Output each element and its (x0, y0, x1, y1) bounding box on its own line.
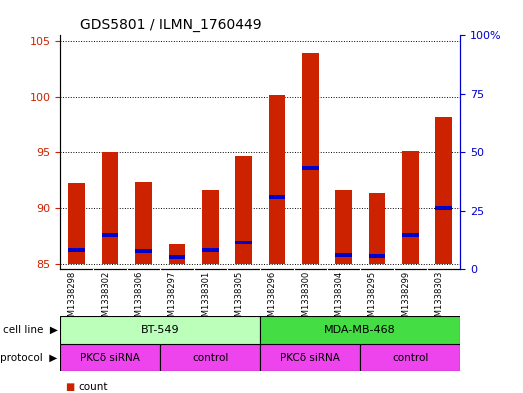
Bar (168, 244, 185, 264)
Bar (402, 233, 418, 237)
Bar (69, 184, 85, 264)
Bar (69, 248, 85, 252)
Bar (268, 95, 285, 264)
Text: GSM1338296: GSM1338296 (268, 271, 277, 327)
Bar (102, 152, 119, 264)
Bar (260, 316, 460, 344)
Text: PKCδ siRNA: PKCδ siRNA (80, 353, 140, 363)
Bar (302, 53, 319, 264)
Bar (369, 254, 385, 258)
Text: ■: ■ (65, 382, 75, 392)
Bar (369, 193, 385, 264)
Text: protocol  ▶: protocol ▶ (1, 353, 58, 363)
Bar (160, 344, 260, 371)
Text: control: control (392, 353, 428, 363)
Text: GSM1338305: GSM1338305 (234, 271, 244, 327)
Text: GSM1338302: GSM1338302 (101, 271, 110, 327)
Text: GSM1338300: GSM1338300 (301, 271, 310, 327)
Bar (302, 166, 319, 170)
Text: MDA-MB-468: MDA-MB-468 (324, 325, 396, 335)
Text: GSM1338301: GSM1338301 (201, 271, 210, 327)
Bar (60, 316, 260, 344)
Text: GSM1338299: GSM1338299 (401, 271, 410, 327)
Bar (102, 233, 119, 237)
Text: GSM1338306: GSM1338306 (134, 271, 143, 327)
Bar (235, 241, 252, 244)
Bar (335, 253, 352, 257)
Bar (202, 248, 219, 252)
Bar (268, 195, 285, 199)
Text: GDS5801 / ILMN_1760449: GDS5801 / ILMN_1760449 (80, 18, 262, 31)
Text: PKCδ siRNA: PKCδ siRNA (280, 353, 340, 363)
Bar (435, 206, 452, 210)
Bar (168, 255, 185, 259)
Bar (435, 117, 452, 264)
Text: GSM1338303: GSM1338303 (435, 271, 444, 327)
Bar (135, 182, 152, 264)
Text: GSM1338295: GSM1338295 (368, 271, 377, 327)
Bar (135, 250, 152, 253)
Text: count: count (78, 382, 108, 392)
Bar (402, 151, 418, 264)
Bar (360, 344, 460, 371)
Text: cell line  ▶: cell line ▶ (3, 325, 58, 335)
Bar (202, 190, 219, 264)
Text: GSM1338304: GSM1338304 (335, 271, 344, 327)
Bar (335, 190, 352, 264)
Text: control: control (192, 353, 229, 363)
Bar (260, 344, 360, 371)
Text: GSM1338297: GSM1338297 (168, 271, 177, 327)
Bar (60, 344, 160, 371)
Text: GSM1338298: GSM1338298 (68, 271, 77, 327)
Text: BT-549: BT-549 (141, 325, 179, 335)
Bar (235, 156, 252, 264)
